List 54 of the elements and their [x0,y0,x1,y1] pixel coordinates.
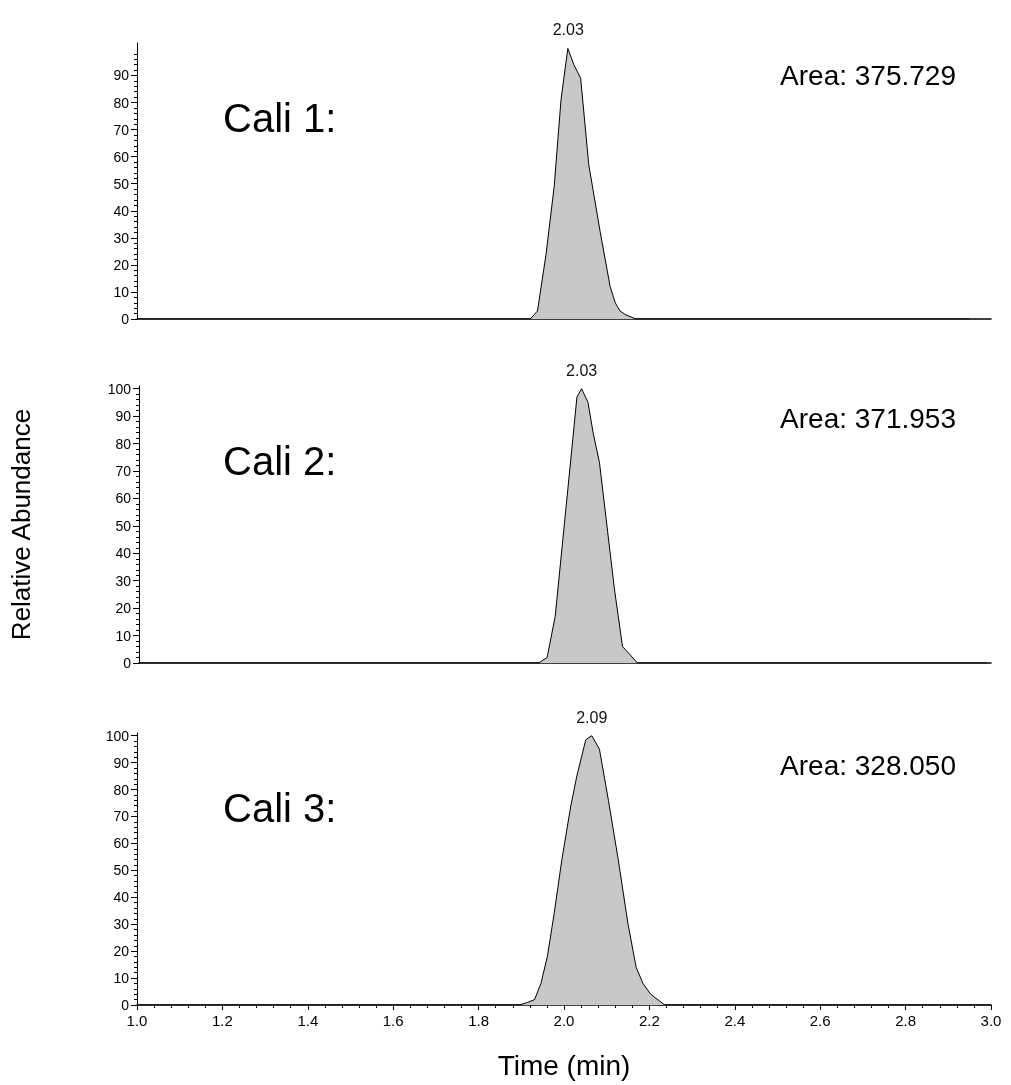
y-tick-label: 0 [123,655,132,671]
y-tick-label: 20 [113,943,130,960]
y-tick-label: 30 [113,916,130,933]
y-tick-label: 70 [113,121,130,138]
y-tick-label: 100 [105,727,130,744]
y-tick-label: 20 [115,600,132,617]
x-tick-label: 1.8 [468,1012,490,1029]
y-tick-label: 60 [113,835,130,852]
y-tick-label: 10 [115,627,132,644]
x-tick-label: 2.6 [809,1012,831,1029]
annotation: 2.09 [576,708,608,726]
y-tick-label: 40 [113,889,130,906]
text: Cali 3: [223,786,337,830]
annotation: Area: 375.729 [780,59,957,91]
y-tick-label: 70 [115,463,132,480]
y-tick-label: 30 [115,572,132,589]
y-tick-label: 90 [115,408,132,425]
y-tick-label: 60 [115,490,132,507]
y-tick-label: 50 [113,175,130,192]
x-tick-label: 2.2 [638,1012,660,1029]
y-tick-label: 30 [113,229,130,246]
y-tick-label: 80 [113,94,130,111]
annotation: Area: 328.050 [780,749,957,781]
y-tick-label: 40 [113,202,130,219]
y-tick-label: 0 [121,311,130,327]
annotation: Area: 371.953 [780,402,957,434]
text: Cali 1: [223,96,337,140]
x-tick-label: 2.0 [553,1012,575,1029]
y-tick-label: 50 [115,517,132,534]
x-tick-label: 3.0 [980,1012,1002,1029]
x-tick-label: 2.8 [895,1012,917,1029]
x-tick-label: 1.6 [382,1012,404,1029]
y-tick-label: 50 [113,862,130,879]
y-tick-label: 90 [113,754,130,771]
text: Cali 2: [223,439,337,483]
y-tick-label: 10 [113,970,130,987]
y-tick-label: 60 [113,148,130,165]
annotation: 2.03 [566,361,598,379]
y-tick-label: 0 [121,997,130,1013]
x-axis-title: Time (min) [497,1049,631,1081]
y-tick-label: 40 [115,545,132,562]
y-tick-label: 20 [113,256,130,273]
y-tick-label: 10 [113,283,130,300]
x-tick-label: 2.4 [724,1012,746,1029]
y-tick-label: 90 [113,67,130,84]
y-tick-label: 80 [115,435,132,452]
y-tick-label: 80 [113,781,130,798]
y-tick-label: 100 [107,380,132,397]
y-axis-title: Relative Abundance [6,408,36,641]
x-tick-label: 1.0 [126,1012,148,1029]
annotation: 2.03 [552,21,584,39]
y-tick-label: 70 [113,808,130,825]
x-tick-label: 1.2 [211,1012,233,1029]
x-tick-label: 1.4 [297,1012,319,1029]
